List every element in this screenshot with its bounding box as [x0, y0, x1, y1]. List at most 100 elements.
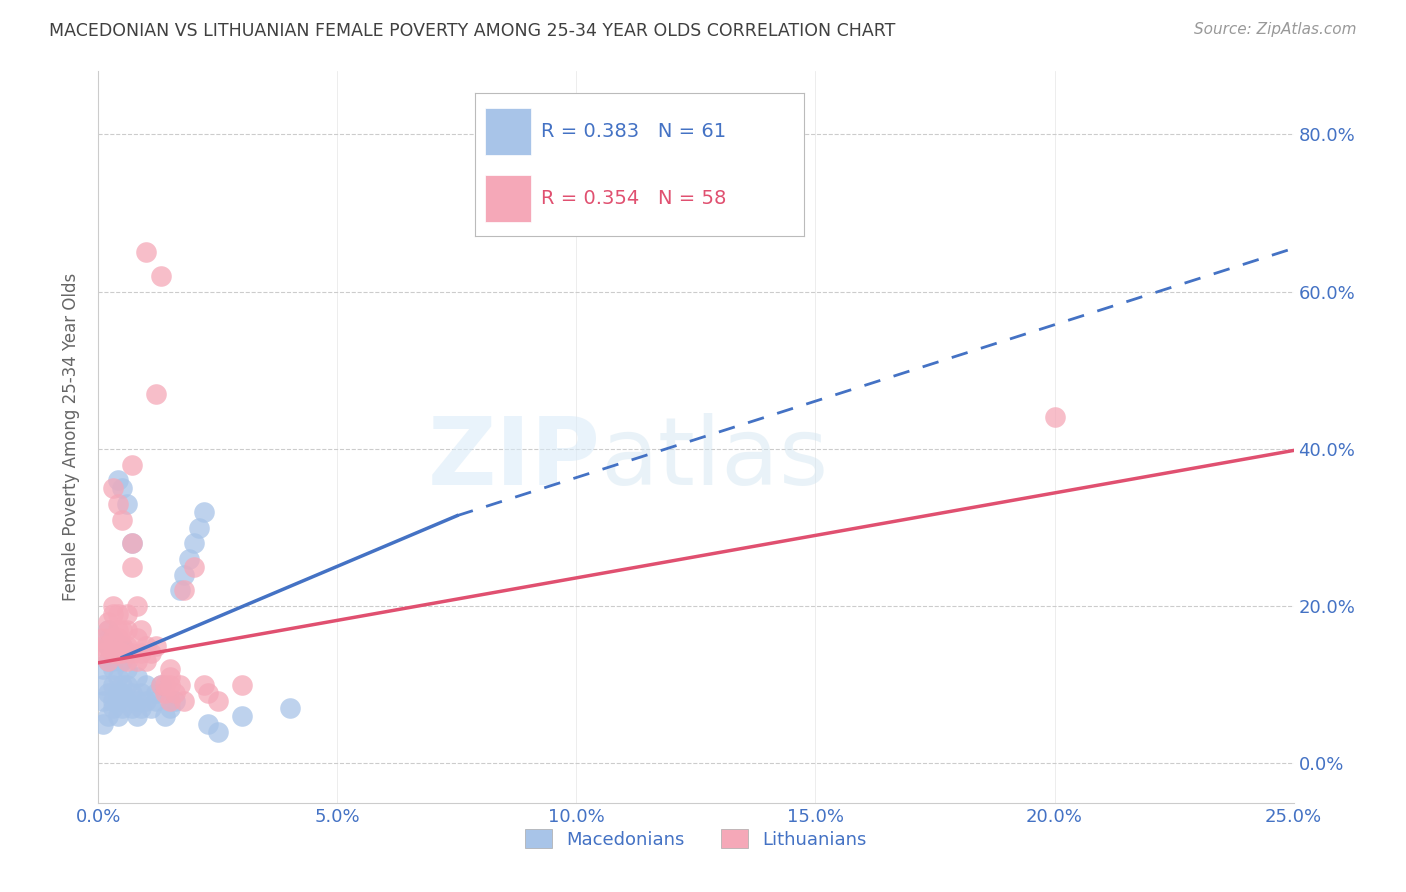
Point: [125, 599, 148, 614]
Point: [121, 536, 143, 550]
Point: [107, 670, 129, 684]
Point: [111, 639, 134, 653]
Point: [159, 678, 181, 692]
Point: [111, 654, 134, 668]
Point: [101, 662, 124, 676]
Point: [179, 552, 201, 566]
Point: [155, 686, 177, 700]
Point: [145, 639, 167, 653]
Point: [91, 646, 114, 660]
Point: [101, 631, 124, 645]
Point: [115, 693, 138, 707]
Point: [139, 646, 162, 660]
Point: [197, 686, 219, 700]
Point: [111, 513, 134, 527]
Point: [111, 639, 134, 653]
Point: [145, 387, 167, 401]
Point: [97, 631, 120, 645]
Point: [183, 559, 205, 574]
Point: [91, 693, 114, 707]
Point: [193, 678, 215, 692]
Point: [91, 639, 114, 653]
Point: [115, 623, 138, 637]
Point: [107, 693, 129, 707]
Point: [135, 245, 157, 260]
Point: [91, 631, 114, 645]
Point: [115, 639, 138, 653]
Point: [121, 701, 143, 715]
Point: [131, 623, 153, 637]
Point: [145, 693, 167, 707]
Point: [121, 686, 143, 700]
Point: [149, 678, 172, 692]
Point: [107, 631, 129, 645]
Point: [115, 497, 138, 511]
Point: [97, 654, 120, 668]
Point: [91, 678, 114, 692]
Point: [107, 623, 129, 637]
Text: ZIP: ZIP: [427, 413, 600, 505]
Point: [155, 678, 177, 692]
Point: [101, 701, 124, 715]
Point: [125, 654, 148, 668]
Point: [173, 583, 195, 598]
Point: [115, 607, 138, 621]
Point: [101, 481, 124, 495]
Point: [115, 662, 138, 676]
Point: [131, 646, 153, 660]
Point: [135, 693, 157, 707]
Point: [97, 639, 120, 653]
Point: [169, 678, 191, 692]
Point: [101, 646, 124, 660]
Point: [163, 693, 186, 707]
Point: [101, 599, 124, 614]
Point: [231, 678, 253, 692]
Point: [1043, 410, 1066, 425]
Point: [101, 678, 124, 692]
Point: [111, 646, 134, 660]
Point: [135, 654, 157, 668]
Point: [107, 709, 129, 723]
Point: [107, 646, 129, 660]
Point: [115, 646, 138, 660]
Point: [159, 670, 181, 684]
Point: [125, 670, 148, 684]
Point: [107, 646, 129, 660]
Point: [91, 662, 114, 676]
Point: [159, 662, 181, 676]
Point: [149, 268, 172, 283]
Legend: Macedonians, Lithuanians: Macedonians, Lithuanians: [517, 822, 875, 856]
Point: [159, 701, 181, 715]
Point: [121, 559, 143, 574]
Point: [145, 686, 167, 700]
Point: [115, 678, 138, 692]
Point: [101, 693, 124, 707]
Point: [278, 701, 301, 715]
Point: [111, 678, 134, 692]
Text: MACEDONIAN VS LITHUANIAN FEMALE POVERTY AMONG 25-34 YEAR OLDS CORRELATION CHART: MACEDONIAN VS LITHUANIAN FEMALE POVERTY …: [49, 22, 896, 40]
Text: Source: ZipAtlas.com: Source: ZipAtlas.com: [1194, 22, 1357, 37]
Point: [131, 686, 153, 700]
Point: [135, 639, 157, 653]
Point: [163, 686, 186, 700]
Point: [97, 686, 120, 700]
Point: [115, 654, 138, 668]
Point: [125, 693, 148, 707]
Point: [187, 520, 209, 534]
Point: [91, 717, 114, 731]
Point: [207, 725, 229, 739]
Point: [197, 717, 219, 731]
Point: [107, 497, 129, 511]
Point: [131, 701, 153, 715]
Point: [173, 567, 195, 582]
Point: [159, 693, 181, 707]
Y-axis label: Female Poverty Among 25-34 Year Olds: Female Poverty Among 25-34 Year Olds: [62, 273, 80, 601]
Point: [125, 631, 148, 645]
Point: [111, 623, 134, 637]
Point: [97, 615, 120, 629]
Point: [139, 701, 162, 715]
Point: [121, 646, 143, 660]
Point: [149, 678, 172, 692]
Point: [101, 607, 124, 621]
Point: [97, 639, 120, 653]
